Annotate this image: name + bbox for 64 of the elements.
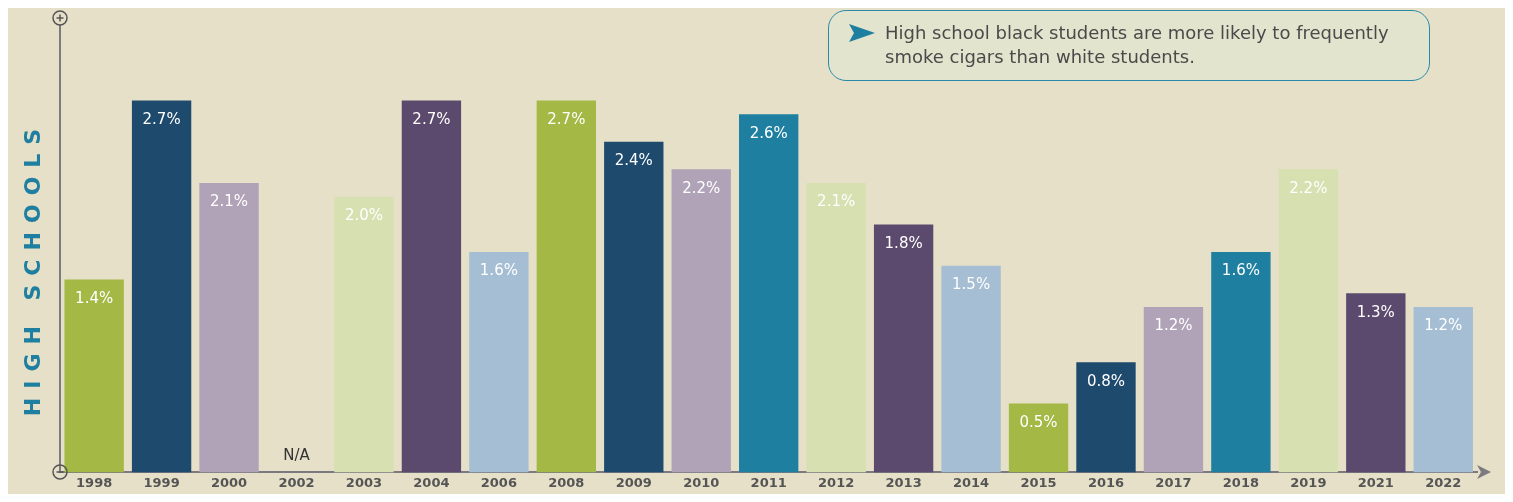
data-label: 2.2%: [682, 178, 721, 197]
x-tick-label: 2019: [1290, 474, 1327, 490]
x-tick-label: 1998: [76, 474, 113, 490]
x-tick-label: 2017: [1155, 474, 1192, 490]
data-label: 2.2%: [1289, 178, 1328, 197]
bar: [1143, 307, 1204, 473]
bar: [199, 183, 259, 473]
data-label: 2.4%: [614, 151, 653, 170]
bar: [401, 100, 462, 473]
x-tick-label: 2004: [413, 474, 450, 490]
bar: [1278, 169, 1339, 473]
data-label: 2.7%: [547, 109, 586, 128]
x-tick-label: 1999: [143, 474, 180, 490]
bar: [941, 265, 1001, 473]
bar: [873, 224, 934, 473]
data-label: 1.4%: [75, 288, 114, 307]
bar: [739, 114, 799, 473]
x-tick-label: 2003: [345, 474, 383, 490]
x-tick-label: 2006: [480, 474, 517, 490]
bar: [604, 141, 664, 473]
bar: [1413, 307, 1473, 473]
data-label: 2.0%: [344, 206, 384, 225]
data-label: 1.6%: [479, 261, 518, 280]
bar: [671, 169, 731, 473]
x-tick-label: 2012: [818, 474, 855, 490]
x-tick-label: 2013: [885, 474, 922, 490]
data-label: 0.8%: [1086, 371, 1126, 390]
bar: [131, 100, 192, 473]
bar: [1076, 362, 1136, 473]
text: High school black students are more likely to frequently smoke cigars than white students.: [885, 21, 1390, 70]
x-tick-label: 2008: [548, 474, 585, 490]
data-label: 1.2%: [1154, 316, 1193, 335]
data-label: 2.1%: [817, 192, 856, 211]
x-tick-label: 2011: [750, 474, 787, 490]
data-label: 1.8%: [884, 233, 923, 252]
bar: [469, 251, 529, 473]
x-tick-label: 2016: [1087, 474, 1125, 490]
bar: [536, 100, 597, 473]
data-label: 1.3%: [1356, 302, 1395, 321]
bar: [334, 196, 394, 473]
x-tick-label: 2002: [278, 474, 315, 490]
y-axis-title: HIGH SCHOOLS: [20, 118, 45, 419]
data-label: 2.6%: [749, 123, 788, 142]
data-label: 0.5%: [1019, 412, 1058, 431]
bar: [1346, 293, 1406, 473]
data-label: 1.5%: [952, 275, 991, 294]
data-label: 1.2%: [1424, 316, 1463, 335]
x-tick-label: 2009: [615, 474, 652, 490]
text: N/A: [283, 445, 310, 464]
data-label: 1.6%: [1221, 261, 1260, 280]
bar: [806, 183, 866, 473]
data-label: 2.7%: [142, 109, 181, 128]
bar: [1211, 251, 1271, 473]
x-tick-label: 2010: [683, 474, 720, 490]
x-tick-label: 2018: [1222, 474, 1259, 490]
bar: [1008, 403, 1069, 473]
x-tick-label: 2000: [210, 474, 248, 490]
x-tick-label: 2015: [1020, 474, 1057, 490]
x-tick-label: 2021: [1357, 474, 1394, 490]
x-tick-label: 2014: [952, 474, 990, 490]
data-label: 2.7%: [412, 109, 451, 128]
bar: [64, 279, 124, 473]
x-tick-label: 2022: [1425, 474, 1462, 490]
data-label: 2.1%: [209, 192, 249, 211]
